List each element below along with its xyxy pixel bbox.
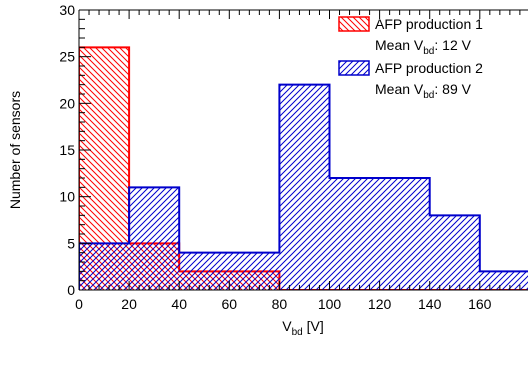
series-layer [79, 46, 528, 290]
y-tick-label: 15 [59, 142, 75, 158]
y-tick-label: 0 [67, 282, 75, 298]
x-tick-label: 140 [418, 296, 442, 312]
y-tick-label: 30 [59, 2, 75, 18]
ticks-layer: 0 20 40 60 80 100 120 140 160 0 5 10 15 20 25 30 [59, 2, 521, 312]
x-axis-title-subscript: bd [292, 327, 303, 338]
x-tick-label: 40 [171, 296, 187, 312]
y-tick-label: 5 [67, 235, 75, 251]
legend-swatch-2 [338, 60, 370, 76]
x-tick-label: 100 [318, 296, 342, 312]
legend-swatch-1 [338, 16, 370, 32]
bar-2-bin-0 [79, 243, 130, 290]
bar-2-bin-3 [279, 84, 330, 290]
bar-2-bin-5 [429, 215, 480, 290]
legend-label-1: AFP production 1 [375, 16, 483, 32]
legend: AFP production 1 Mean Vbd: 12 V AFP produc… [338, 16, 483, 101]
x-tick-label: 0 [75, 296, 83, 312]
bar-2-bin-4 [329, 178, 430, 290]
legend-mean-1: Mean Vbd: 12 V [375, 37, 472, 57]
x-tick-label: 160 [468, 296, 492, 312]
x-tick-label: 60 [222, 296, 238, 312]
legend-mean-2: Mean Vbd: 89 V [375, 81, 472, 101]
y-axis-title: Number of sensors [7, 91, 23, 209]
x-tick-label: 80 [272, 296, 288, 312]
y-tick-label: 25 [59, 49, 75, 65]
legend-label-2: AFP production 2 [375, 60, 483, 76]
x-tick-label: 120 [368, 296, 392, 312]
series-2-outline [79, 83, 528, 290]
bar-2-bin-6 [479, 271, 528, 290]
x-tick-label: 20 [121, 296, 137, 312]
y-tick-label: 20 [59, 95, 75, 111]
bar-2-bin-1 [129, 187, 180, 290]
x-axis-title-unit: [V] [303, 318, 324, 334]
y-tick-label: 10 [59, 189, 75, 205]
x-axis-title: Vbd [V] [282, 318, 323, 338]
